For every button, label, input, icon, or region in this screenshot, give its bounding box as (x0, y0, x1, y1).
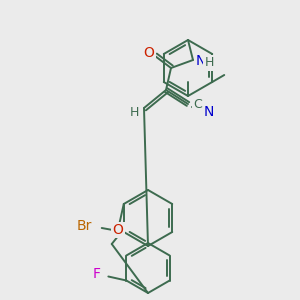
Text: H: H (204, 56, 214, 70)
Text: O: O (144, 46, 154, 60)
Text: N: N (196, 54, 206, 68)
Text: F: F (92, 268, 100, 281)
Text: H: H (129, 106, 139, 118)
Text: C: C (193, 98, 202, 112)
Text: Br: Br (76, 219, 92, 233)
Text: O: O (112, 223, 123, 237)
Text: N: N (204, 105, 214, 119)
